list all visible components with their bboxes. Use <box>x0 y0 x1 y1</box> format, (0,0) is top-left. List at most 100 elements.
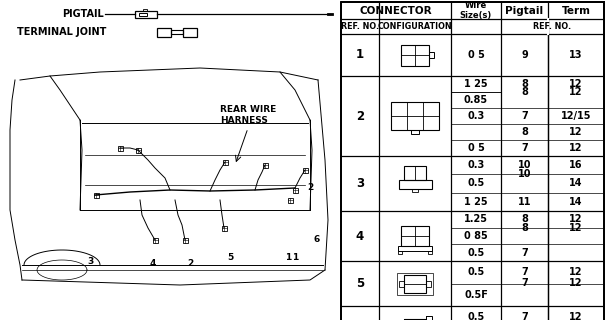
Bar <box>426 281 431 286</box>
Bar <box>428 251 432 254</box>
Text: 8: 8 <box>521 223 528 233</box>
Text: 7: 7 <box>521 248 528 258</box>
Text: 8: 8 <box>521 87 528 97</box>
Text: 14: 14 <box>569 179 583 188</box>
Text: 0.5: 0.5 <box>468 311 485 320</box>
Bar <box>223 159 227 164</box>
Bar <box>157 28 171 36</box>
Bar <box>429 52 434 58</box>
Text: 8: 8 <box>521 79 528 89</box>
Text: 1 25: 1 25 <box>464 79 488 89</box>
Bar <box>401 226 429 246</box>
Text: 7: 7 <box>521 143 528 153</box>
Text: Term: Term <box>561 5 590 15</box>
Text: 5: 5 <box>227 253 233 262</box>
Text: 6: 6 <box>314 236 320 244</box>
Text: Pigtail: Pigtail <box>505 5 543 15</box>
Bar <box>183 28 197 36</box>
Text: 0.3: 0.3 <box>468 160 485 170</box>
Bar <box>183 237 188 243</box>
Bar <box>399 180 431 189</box>
Text: 4: 4 <box>150 259 156 268</box>
Bar <box>411 130 419 134</box>
Text: 7: 7 <box>521 278 528 289</box>
Bar <box>152 237 157 243</box>
Bar <box>401 44 429 66</box>
Text: 7: 7 <box>521 311 528 320</box>
Text: 12: 12 <box>569 223 583 233</box>
Text: 7: 7 <box>521 111 528 121</box>
Bar <box>398 251 402 254</box>
Text: 11: 11 <box>518 197 531 207</box>
Bar <box>139 12 147 15</box>
Text: 7: 7 <box>521 267 528 277</box>
Text: 13: 13 <box>569 50 583 60</box>
Text: REAR WIRE
HARNESS: REAR WIRE HARNESS <box>220 105 276 125</box>
Text: 12: 12 <box>569 143 583 153</box>
Bar <box>143 9 147 11</box>
Text: 9: 9 <box>521 50 528 60</box>
Text: 12: 12 <box>569 87 583 97</box>
Bar <box>341 2 604 320</box>
Bar <box>412 189 418 192</box>
Text: 1: 1 <box>285 253 291 262</box>
Text: 12: 12 <box>569 79 583 89</box>
Text: TERMINAL JOINT: TERMINAL JOINT <box>17 27 106 37</box>
Text: Wire
Size(s): Wire Size(s) <box>460 1 492 20</box>
Text: 10: 10 <box>518 160 531 170</box>
Bar <box>404 165 426 180</box>
Bar <box>263 163 267 167</box>
Bar <box>341 2 604 320</box>
Bar <box>94 193 99 197</box>
Bar <box>302 167 307 172</box>
Text: 2: 2 <box>187 259 193 268</box>
Text: 0 5: 0 5 <box>468 50 485 60</box>
Text: 1 25: 1 25 <box>464 197 488 207</box>
Bar <box>398 246 432 251</box>
Text: 0 85: 0 85 <box>464 231 488 241</box>
Text: 12: 12 <box>569 214 583 224</box>
Bar <box>135 11 157 18</box>
Text: 0.3: 0.3 <box>468 111 485 121</box>
Text: 0.5F: 0.5F <box>464 290 488 300</box>
Bar <box>399 281 404 286</box>
Text: 16: 16 <box>569 160 583 170</box>
Text: 14: 14 <box>569 197 583 207</box>
Text: 8: 8 <box>521 127 528 137</box>
Bar <box>426 316 432 320</box>
Text: 12/15: 12/15 <box>561 111 591 121</box>
Bar <box>136 148 140 153</box>
Text: 1.25: 1.25 <box>464 214 488 224</box>
Text: CONFIGURATION: CONFIGURATION <box>378 22 453 31</box>
Text: 12: 12 <box>569 278 583 289</box>
Bar <box>221 226 226 230</box>
Text: 8: 8 <box>521 214 528 224</box>
Text: REF. NO.: REF. NO. <box>341 22 379 31</box>
Bar <box>397 273 433 294</box>
Text: 12: 12 <box>569 127 583 137</box>
Text: 12: 12 <box>569 267 583 277</box>
Bar <box>287 197 292 203</box>
Bar <box>171 30 183 34</box>
Text: 3: 3 <box>356 177 364 190</box>
Text: 0.85: 0.85 <box>464 95 488 105</box>
Text: REF. NO.: REF. NO. <box>534 22 572 31</box>
Text: PIGTAIL: PIGTAIL <box>62 9 103 19</box>
Text: 0.5: 0.5 <box>468 179 485 188</box>
Bar <box>404 275 426 292</box>
Bar <box>404 319 426 320</box>
Text: 0.5: 0.5 <box>468 267 485 277</box>
Text: 2: 2 <box>307 183 313 193</box>
Bar <box>292 188 298 193</box>
Text: 0.5: 0.5 <box>468 248 485 258</box>
Text: 3: 3 <box>87 258 93 267</box>
Text: 0 5: 0 5 <box>468 143 485 153</box>
Text: CONNECTOR: CONNECTOR <box>360 5 433 15</box>
Text: 2: 2 <box>356 109 364 123</box>
Text: 12: 12 <box>569 311 583 320</box>
Text: 10: 10 <box>518 169 531 179</box>
Bar <box>117 146 122 150</box>
Text: 5: 5 <box>356 277 364 290</box>
Bar <box>391 102 439 130</box>
Text: 1: 1 <box>356 49 364 61</box>
